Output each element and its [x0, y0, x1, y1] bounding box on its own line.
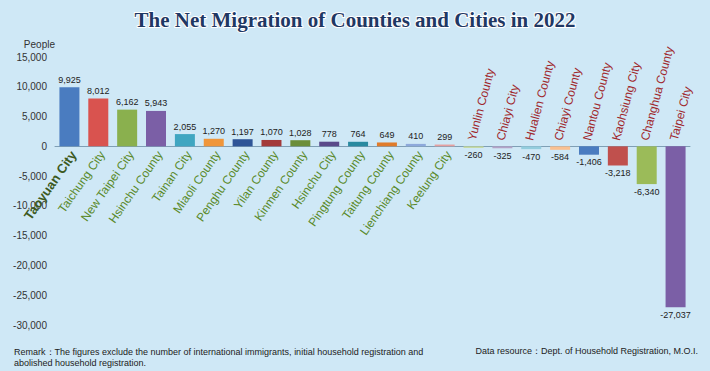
- svg-text:-3,218: -3,218: [605, 168, 631, 178]
- svg-text:1,197: 1,197: [231, 127, 254, 137]
- svg-text:Lienchiang County: Lienchiang County: [357, 148, 426, 238]
- svg-text:1,070: 1,070: [260, 127, 283, 137]
- svg-text:8,012: 8,012: [87, 86, 110, 96]
- svg-text:1,028: 1,028: [289, 128, 312, 138]
- svg-text:764: 764: [351, 129, 366, 139]
- svg-text:People: People: [24, 39, 56, 50]
- svg-text:Data resource：Dept. of Househo: Data resource：Dept. of Household Registr…: [475, 346, 698, 356]
- svg-text:-30,000: -30,000: [13, 320, 47, 331]
- svg-text:649: 649: [379, 130, 394, 140]
- svg-text:-584: -584: [551, 152, 569, 162]
- svg-text:410: 410: [408, 131, 423, 141]
- svg-text:Chiayi City: Chiayi City: [494, 83, 522, 142]
- svg-text:Taichung City: Taichung City: [55, 148, 108, 216]
- svg-text:Miaoli County: Miaoli County: [170, 148, 224, 216]
- svg-text:abolished household registrati: abolished household registration.: [14, 358, 146, 368]
- svg-text:Chiayi County: Chiayi County: [551, 66, 584, 142]
- svg-text:0: 0: [41, 141, 47, 152]
- svg-text:Keelung City: Keelung City: [404, 148, 455, 212]
- svg-text:Taipei City: Taipei City: [667, 85, 695, 142]
- svg-text:Taitung County: Taitung County: [339, 148, 397, 222]
- svg-text:Pingtung County: Pingtung County: [305, 148, 368, 229]
- svg-text:1,270: 1,270: [202, 126, 225, 136]
- svg-text:-20,000: -20,000: [13, 260, 47, 271]
- svg-text:Kaohsiung City: Kaohsiung City: [609, 61, 643, 143]
- svg-text:5,000: 5,000: [22, 111, 47, 122]
- svg-text:2,055: 2,055: [174, 122, 197, 132]
- svg-text:-27,037: -27,037: [660, 310, 691, 320]
- svg-text:Penghu County: Penghu County: [193, 148, 253, 225]
- svg-text:Tainan City: Tainan City: [149, 148, 195, 205]
- svg-text:10,000: 10,000: [16, 81, 47, 92]
- svg-text:778: 778: [322, 129, 337, 139]
- svg-text:Hsinchu City: Hsinchu City: [288, 148, 339, 212]
- svg-text:-1,406: -1,406: [576, 157, 602, 167]
- svg-text:Changhua County: Changhua County: [637, 45, 677, 143]
- svg-text:15,000: 15,000: [16, 52, 47, 63]
- svg-text:-260: -260: [465, 150, 483, 160]
- svg-text:-25,000: -25,000: [13, 290, 47, 301]
- svg-text:5,943: 5,943: [145, 98, 168, 108]
- svg-text:9,925: 9,925: [58, 75, 81, 85]
- svg-text:-6,340: -6,340: [634, 187, 660, 197]
- svg-text:New Taipei City: New Taipei City: [78, 148, 137, 224]
- svg-text:Yilan County: Yilan County: [231, 148, 282, 212]
- svg-text:-5,000: -5,000: [19, 171, 48, 182]
- svg-text:Hsinchu County: Hsinchu County: [105, 148, 166, 226]
- svg-text:Nantou County: Nantou County: [580, 61, 614, 142]
- svg-text:The Net Migration of Counties: The Net Migration of Counties and Cities…: [135, 8, 576, 32]
- svg-text:-470: -470: [522, 152, 540, 162]
- svg-text:6,162: 6,162: [116, 97, 139, 107]
- svg-text:-15,000: -15,000: [13, 230, 47, 241]
- svg-text:Yunlin County: Yunlin County: [465, 67, 498, 142]
- svg-text:299: 299: [437, 132, 452, 142]
- svg-text:Hualien County: Hualien County: [522, 59, 557, 142]
- svg-text:Taoyuan City: Taoyuan City: [21, 148, 80, 223]
- svg-text:Kinmen County: Kinmen County: [251, 148, 311, 224]
- svg-text:-325: -325: [493, 151, 511, 161]
- svg-text:Remark：The figures exclude the: Remark：The figures exclude the number of…: [14, 347, 426, 357]
